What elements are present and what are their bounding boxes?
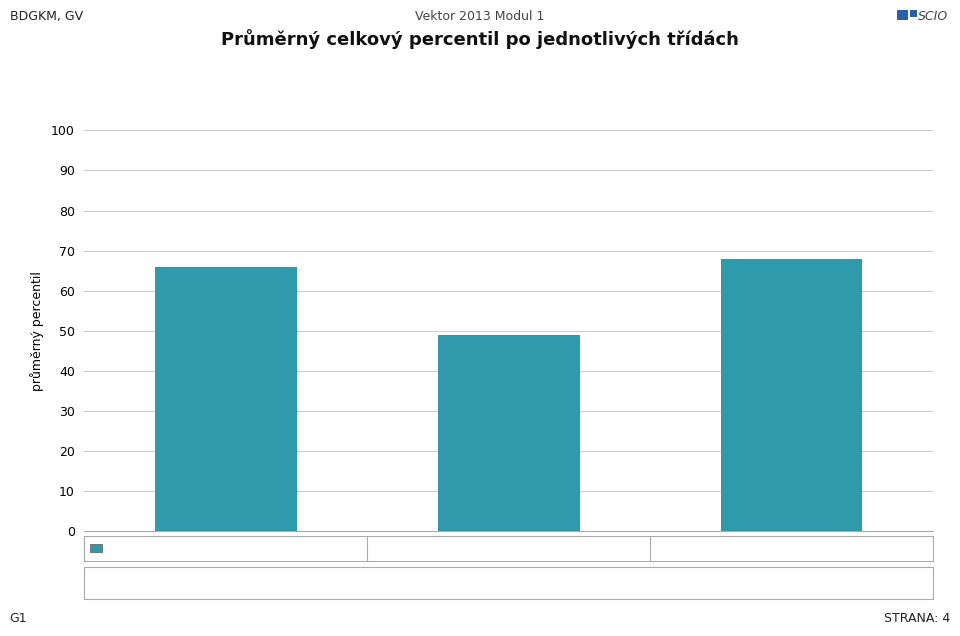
Bar	[438, 335, 580, 531]
Text: 49: 49	[501, 542, 516, 555]
Text: Vektor 2013 Modul 1: Vektor 2013 Modul 1	[416, 10, 544, 22]
Bar	[721, 259, 862, 531]
Text: IV.A-2012 (B): IV.A-2012 (B)	[107, 542, 183, 555]
Text: 66: 66	[218, 542, 234, 555]
Text: SCIO: SCIO	[918, 10, 948, 22]
Y-axis label: průměrný percentil: průměrný percentil	[30, 271, 44, 391]
Text: BDGKM, GV: BDGKM, GV	[10, 10, 83, 22]
Text: 68: 68	[783, 542, 800, 555]
Text: Průměrný celkový percentil po jednotlivých třídách: Průměrný celkový percentil po jednotlivý…	[221, 29, 739, 48]
Text: STRANA: 4: STRANA: 4	[884, 612, 950, 625]
Text: Poznámka: Graf znázorňuje průměrné percentily tříd vaší školy. Pokud data u někt: Poznámka: Graf znázorňuje průměrné perce…	[100, 577, 918, 589]
Text: G1: G1	[10, 612, 27, 625]
Bar	[156, 266, 297, 531]
